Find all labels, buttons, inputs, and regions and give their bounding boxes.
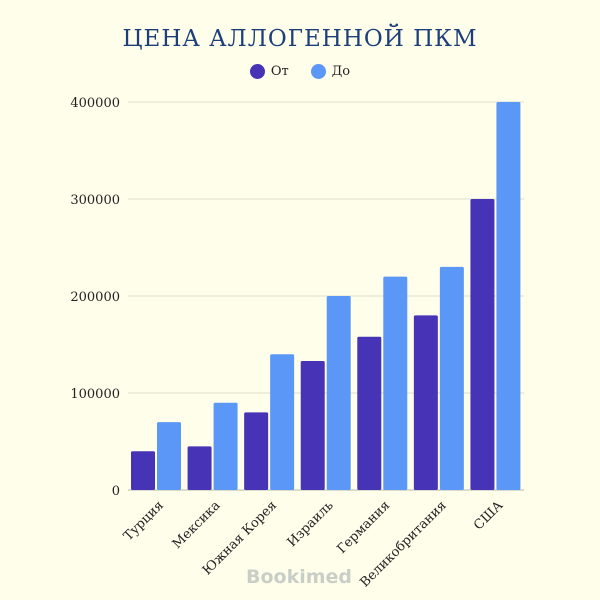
legend: От До xyxy=(0,64,600,79)
legend-label: От xyxy=(270,64,289,79)
bar-do xyxy=(213,402,238,490)
bar-do xyxy=(383,276,408,490)
bar-ot xyxy=(357,336,382,490)
x-tick-label: Мексика xyxy=(170,498,224,552)
bookimed-watermark: Bookimed xyxy=(246,566,353,588)
y-tick-label: 300000 xyxy=(70,193,120,208)
bar-do xyxy=(157,422,181,490)
legend-swatch xyxy=(249,64,265,79)
bar-ot xyxy=(131,451,155,490)
bar-do xyxy=(270,354,295,490)
legend-item-do[interactable]: До xyxy=(310,64,351,79)
x-tick-label: Израиль xyxy=(285,498,337,550)
bar-ot xyxy=(470,199,495,490)
legend-swatch xyxy=(310,64,326,79)
bar-do xyxy=(326,296,351,490)
x-tick-label: Германия xyxy=(334,498,393,557)
bar-ot xyxy=(244,412,269,490)
legend-item-ot[interactable]: От xyxy=(249,64,289,79)
y-tick-label: 200000 xyxy=(70,290,120,305)
chart-title: ЦЕНА АЛЛОГЕННОЙ ПКМ xyxy=(122,26,478,52)
bar-ot xyxy=(300,360,325,490)
legend-label: До xyxy=(331,64,351,79)
y-tick-label: 400000 xyxy=(70,96,120,111)
bar-do xyxy=(439,266,464,490)
bar-ot xyxy=(413,315,438,490)
x-tick-label: Турция xyxy=(121,498,167,544)
bar-do xyxy=(496,102,521,490)
y-tick-label: 0 xyxy=(112,484,120,499)
bar-ot xyxy=(187,446,212,490)
x-tick-label: США xyxy=(471,498,506,533)
y-tick-label: 100000 xyxy=(70,387,120,402)
